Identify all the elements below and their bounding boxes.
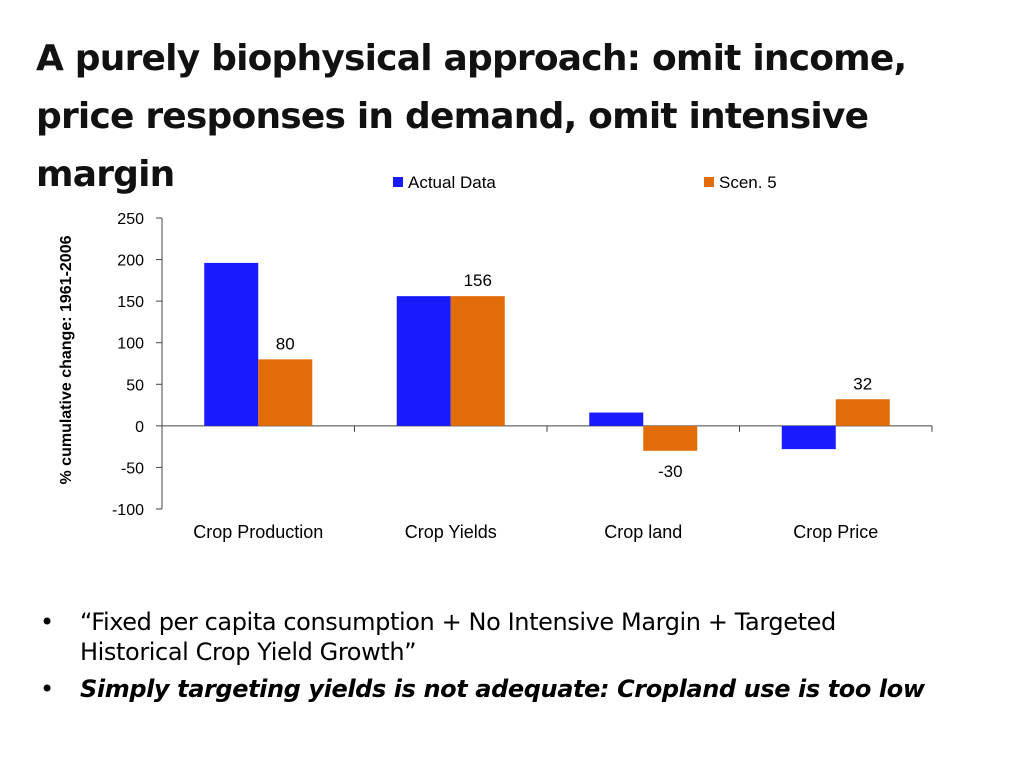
bullet-marker: • xyxy=(40,675,54,703)
y-tick-label: -100 xyxy=(112,502,144,519)
bar-scen-5-1 xyxy=(450,296,505,426)
legend-swatch xyxy=(393,177,403,187)
data-label: -30 xyxy=(658,462,683,481)
legend-label: Scen. 5 xyxy=(719,173,777,192)
legend-swatch xyxy=(704,177,714,187)
bullet-text: Simply targeting yields is not adequate:… xyxy=(80,675,925,703)
y-tick-label: 100 xyxy=(117,336,144,353)
chart-legend: Actual Data Scen. 5 xyxy=(393,173,777,192)
bar-actual-data-1 xyxy=(396,296,451,426)
x-tick-label: Crop land xyxy=(604,522,682,542)
bullet-list: • “Fixed per capita consumption + No Int… xyxy=(40,607,940,711)
bullet-item: • “Fixed per capita consumption + No Int… xyxy=(40,607,940,667)
chart-data-labels: 80 156 -30 32 xyxy=(276,271,872,481)
y-tick-label: 250 xyxy=(117,211,144,228)
y-tick-label: 150 xyxy=(117,294,144,311)
bar-chart: Actual Data Scen. 5 % cumulative change: … xyxy=(58,173,933,542)
bar-actual-data-3 xyxy=(781,425,836,450)
data-label: 32 xyxy=(853,374,872,393)
y-tick-label: 200 xyxy=(117,253,144,270)
y-axis-label: % cumulative change: 1961-2006 xyxy=(58,235,75,484)
chart-bars xyxy=(204,262,890,451)
bullet-item: • Simply targeting yields is not adequat… xyxy=(40,674,940,704)
x-tick-label: Crop Price xyxy=(793,522,878,542)
x-tick-label: Crop Production xyxy=(193,522,323,542)
chart-axes: 250 200 150 100 50 0 -50 -100 Crop Production Cro… xyxy=(112,211,933,542)
y-tick-label: 0 xyxy=(135,419,144,436)
data-label: 156 xyxy=(464,271,492,290)
bar-scen-5-3 xyxy=(835,399,890,426)
y-tick-label: 50 xyxy=(126,377,144,394)
bar-actual-data-0 xyxy=(204,262,259,426)
bar-actual-data-2 xyxy=(589,412,644,426)
legend-label: Actual Data xyxy=(408,173,496,192)
bar-scen-5-0 xyxy=(258,359,313,426)
slide-title: A purely biophysical approach: omit inco… xyxy=(36,38,907,195)
data-label: 80 xyxy=(276,334,295,353)
bar-scen-5-2 xyxy=(643,425,698,451)
x-tick-label: Crop Yields xyxy=(405,522,497,542)
bullet-marker: • xyxy=(40,608,54,636)
y-tick-label: -50 xyxy=(121,460,144,477)
bullet-text: “Fixed per capita consumption + No Inten… xyxy=(80,608,836,666)
